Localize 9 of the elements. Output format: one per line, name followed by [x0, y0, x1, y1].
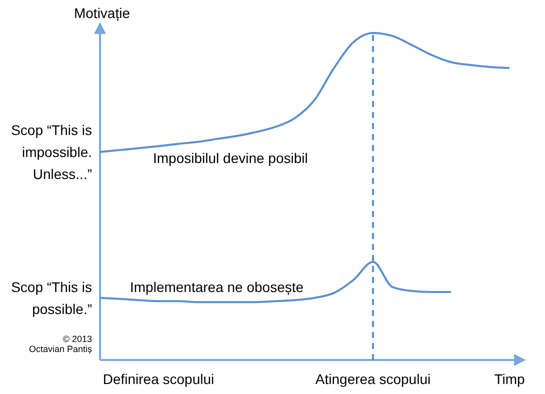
x-tick-label: Definirea scopului — [102, 371, 214, 387]
series-label: Scop “This is possible.” — [11, 278, 92, 317]
annotation: Imposibilul devine posibil — [153, 150, 308, 166]
series-label: Scop “This is impossible. Unless...” — [11, 122, 92, 182]
x-tick-label: Atingerea scopului — [315, 371, 431, 387]
annotation: Implementarea ne obosește — [130, 279, 304, 295]
y-axis-title: Motivație — [74, 5, 130, 21]
x-tick-label: Timp — [494, 371, 526, 387]
text: © 2013 Octavian Pantiș — [28, 334, 92, 354]
